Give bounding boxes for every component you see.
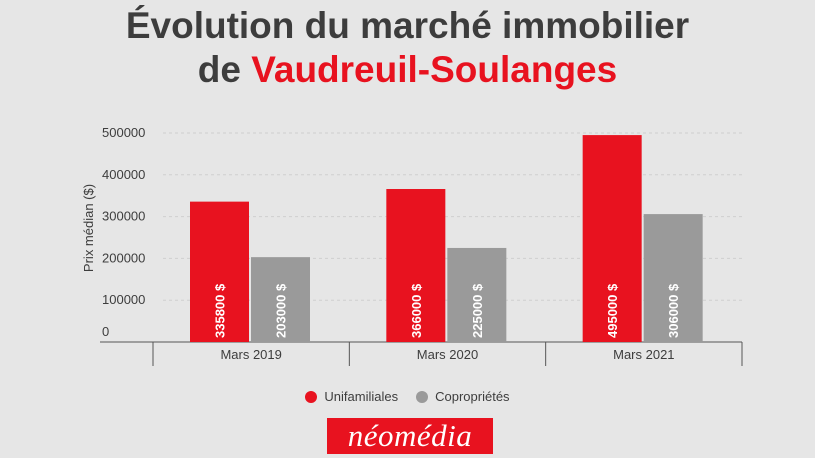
y-tick-label: 300000 — [102, 209, 145, 224]
y-axis-label: Prix médian ($) — [81, 184, 96, 272]
legend-item-coproprietes[interactable]: Copropriétés — [416, 389, 510, 404]
x-tick-label: Mars 2019 — [220, 347, 281, 362]
bar-value-label: 203000 $ — [274, 283, 289, 338]
x-tick-label: Mars 2020 — [417, 347, 478, 362]
legend-label-coproprietes: Copropriétés — [435, 389, 510, 404]
bar-value-label: 335800 $ — [213, 283, 228, 338]
legend-item-unifamiliales[interactable]: Unifamiliales — [305, 389, 398, 404]
bar-value-label: 225000 $ — [470, 283, 485, 338]
bar-coproprietes — [643, 214, 703, 342]
y-tick-label: 200000 — [102, 250, 145, 265]
title-line-1: Évolution du marché immobilier — [125, 5, 690, 46]
bar-unifamiliales — [582, 135, 642, 342]
chart-legend: Unifamiliales Copropriétés — [0, 389, 815, 404]
legend-swatch-unifamiliales — [305, 390, 318, 403]
legend-swatch-coproprietes — [416, 390, 429, 403]
neomedia-logo: néomédia — [327, 418, 493, 454]
bar-unifamiliales — [386, 189, 446, 342]
bar-value-label: 306000 $ — [666, 283, 681, 338]
y-tick-label: 500000 — [102, 125, 145, 140]
x-tick-label: Mars 2021 — [613, 347, 674, 362]
bar-coproprietes — [251, 257, 310, 342]
bar-value-label: 495000 $ — [605, 283, 620, 338]
legend-label-unifamiliales: Unifamiliales — [324, 389, 399, 404]
y-tick-label: 100000 — [102, 292, 145, 307]
bar-unifamiliales — [190, 201, 249, 342]
bar-value-label: 366000 $ — [409, 283, 424, 338]
bar-coproprietes — [447, 247, 507, 342]
y-tick-label: 0 — [102, 324, 109, 339]
title-line-2-highlight: Vaudreuil-Soulanges — [251, 49, 618, 90]
title-line-2-prefix: de — [197, 49, 252, 90]
chart-title: Évolution du marché immobilier de Vaudre… — [0, 4, 815, 92]
y-tick-label: 400000 — [102, 167, 145, 182]
